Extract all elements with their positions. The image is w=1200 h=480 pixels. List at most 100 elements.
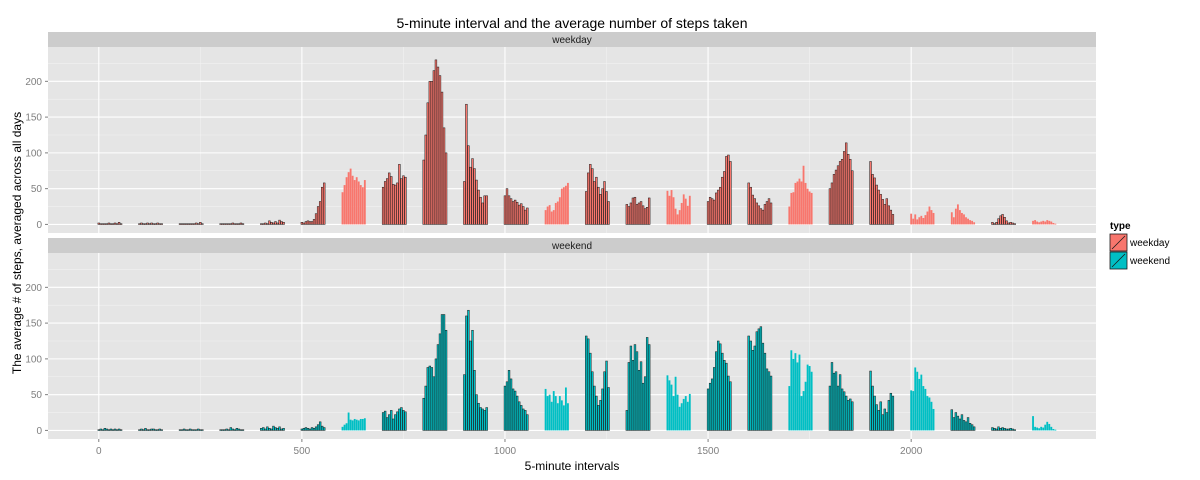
- bar: [477, 402, 480, 431]
- bar: [144, 223, 147, 225]
- bar: [473, 168, 476, 225]
- bar: [1007, 222, 1010, 225]
- bar: [597, 186, 600, 225]
- bar: [648, 344, 651, 431]
- chart-title: 5-minute interval and the average number…: [397, 15, 748, 31]
- bar: [353, 418, 356, 431]
- bar: [280, 221, 283, 225]
- bar: [308, 428, 312, 431]
- bar: [392, 184, 395, 225]
- bar: [666, 190, 669, 225]
- bar: [349, 168, 352, 225]
- bar: [262, 427, 265, 431]
- legend-label: weekend: [1129, 256, 1170, 267]
- bar: [186, 429, 190, 431]
- bar: [1042, 220, 1045, 225]
- bar: [221, 429, 224, 431]
- bar: [808, 191, 811, 225]
- bar: [830, 362, 834, 431]
- bar: [318, 201, 322, 225]
- bar: [469, 340, 472, 431]
- bar: [400, 407, 403, 431]
- bar: [847, 400, 850, 431]
- bar: [558, 197, 561, 225]
- legend-title: type: [1110, 221, 1131, 232]
- bar: [871, 174, 874, 225]
- bar: [708, 382, 712, 431]
- bar: [270, 428, 273, 431]
- bar: [471, 330, 474, 431]
- bar: [316, 206, 320, 225]
- bar: [950, 212, 953, 225]
- bar: [932, 408, 935, 431]
- bar: [1052, 222, 1055, 225]
- bar: [767, 198, 771, 225]
- bar: [182, 223, 186, 225]
- bar: [794, 353, 797, 431]
- bar: [235, 223, 239, 225]
- bar: [952, 217, 955, 225]
- bar: [390, 176, 393, 225]
- bar: [274, 221, 277, 225]
- bar: [759, 326, 763, 431]
- bar: [930, 210, 933, 225]
- bar: [966, 417, 970, 431]
- bar: [830, 182, 834, 225]
- bar: [961, 212, 963, 225]
- bar: [922, 386, 925, 431]
- bar: [645, 207, 649, 225]
- bar: [522, 408, 525, 431]
- bar: [567, 182, 569, 225]
- bar: [223, 223, 226, 225]
- bar: [522, 206, 525, 225]
- bar: [710, 378, 714, 431]
- bar: [361, 418, 364, 431]
- bar: [280, 428, 283, 431]
- bar: [585, 335, 588, 431]
- bar: [723, 360, 726, 431]
- bar: [396, 182, 399, 225]
- bar: [891, 214, 895, 225]
- bar: [227, 429, 230, 431]
- bar: [672, 197, 675, 225]
- bar: [962, 420, 966, 431]
- bar: [883, 408, 886, 431]
- bar: [674, 376, 677, 431]
- bar: [802, 165, 805, 225]
- bar: [392, 418, 395, 431]
- bar: [146, 429, 149, 431]
- bar: [956, 415, 960, 431]
- bar: [300, 222, 304, 225]
- bar: [152, 428, 155, 431]
- bar: [879, 194, 882, 225]
- bar: [193, 429, 196, 431]
- bar: [769, 202, 773, 225]
- bar: [262, 223, 265, 225]
- bar: [849, 159, 852, 225]
- bar: [520, 405, 523, 431]
- bar: [552, 210, 555, 225]
- bar: [688, 393, 691, 431]
- bar: [142, 223, 145, 225]
- bar: [119, 223, 123, 225]
- bar: [306, 220, 310, 225]
- bar: [424, 385, 427, 431]
- bar: [182, 428, 186, 431]
- bar: [721, 352, 724, 431]
- bar: [113, 428, 117, 431]
- bar: [729, 381, 732, 431]
- bar: [627, 206, 631, 225]
- bar: [156, 222, 159, 225]
- bar: [991, 222, 994, 225]
- bar: [225, 428, 228, 431]
- bar: [178, 429, 182, 431]
- bars-weekday: [97, 59, 1057, 225]
- bar: [440, 91, 444, 225]
- bar: [300, 428, 304, 431]
- bar: [264, 222, 267, 225]
- bar: [227, 223, 230, 225]
- bar: [442, 127, 446, 225]
- bar: [219, 223, 222, 225]
- bar: [875, 184, 878, 225]
- bar: [993, 428, 996, 431]
